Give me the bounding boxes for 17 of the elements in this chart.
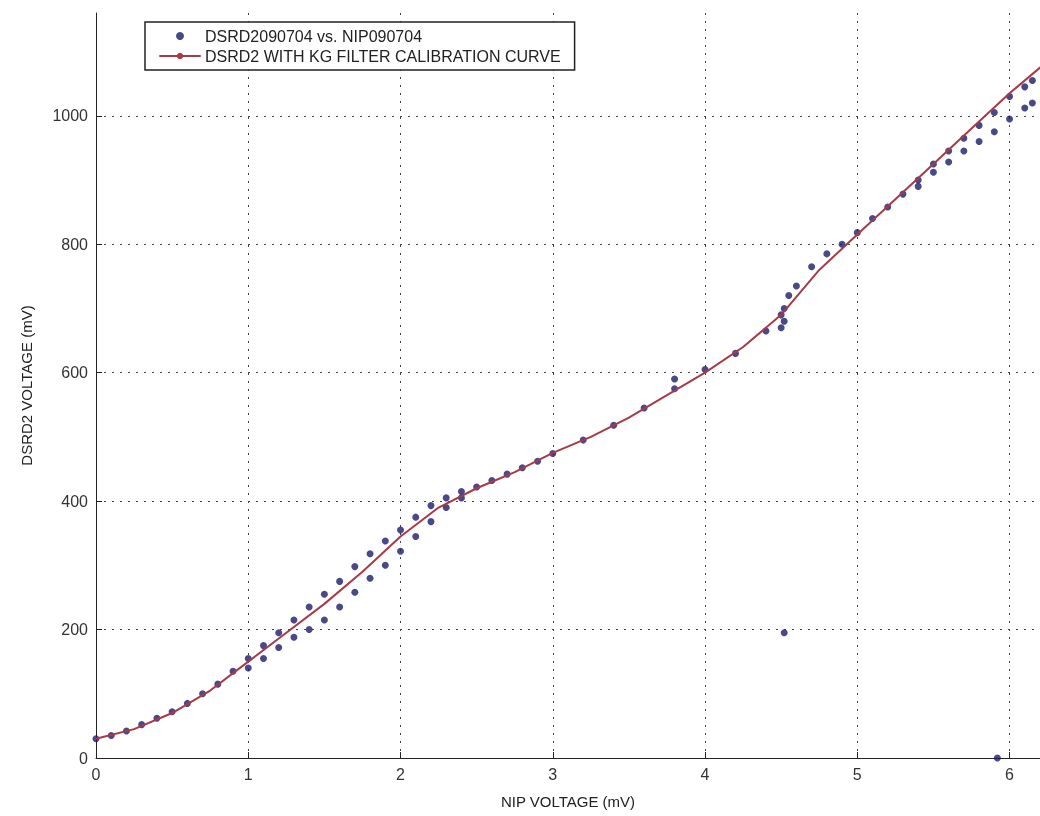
x-tick-label: 3 <box>548 765 558 783</box>
legend-label: DSRD2090704 vs. NIP090704 <box>205 27 423 45</box>
y-tick-label: 200 <box>61 621 89 639</box>
x-tick-label: 4 <box>700 765 710 783</box>
x-tick-label: 2 <box>396 765 406 783</box>
y-tick-label: 1000 <box>52 107 89 125</box>
y-tick-label: 400 <box>61 492 89 510</box>
legend-label: DSRD2 WITH KG FILTER CALIBRATION CURVE <box>205 47 561 65</box>
x-tick-label: 6 <box>1005 765 1015 783</box>
y-tick-label: 600 <box>61 364 89 382</box>
x-tick-label: 0 <box>91 765 101 783</box>
y-axis-title: DSRD2 VOLTAGE (mV) <box>18 305 35 466</box>
x-axis-title: NIP VOLTAGE (mV) <box>500 793 636 810</box>
x-tick-label: 1 <box>243 765 253 783</box>
x-tick-label: 5 <box>852 765 862 783</box>
y-tick-label: 0 <box>79 749 89 767</box>
y-tick-label: 800 <box>61 235 89 253</box>
